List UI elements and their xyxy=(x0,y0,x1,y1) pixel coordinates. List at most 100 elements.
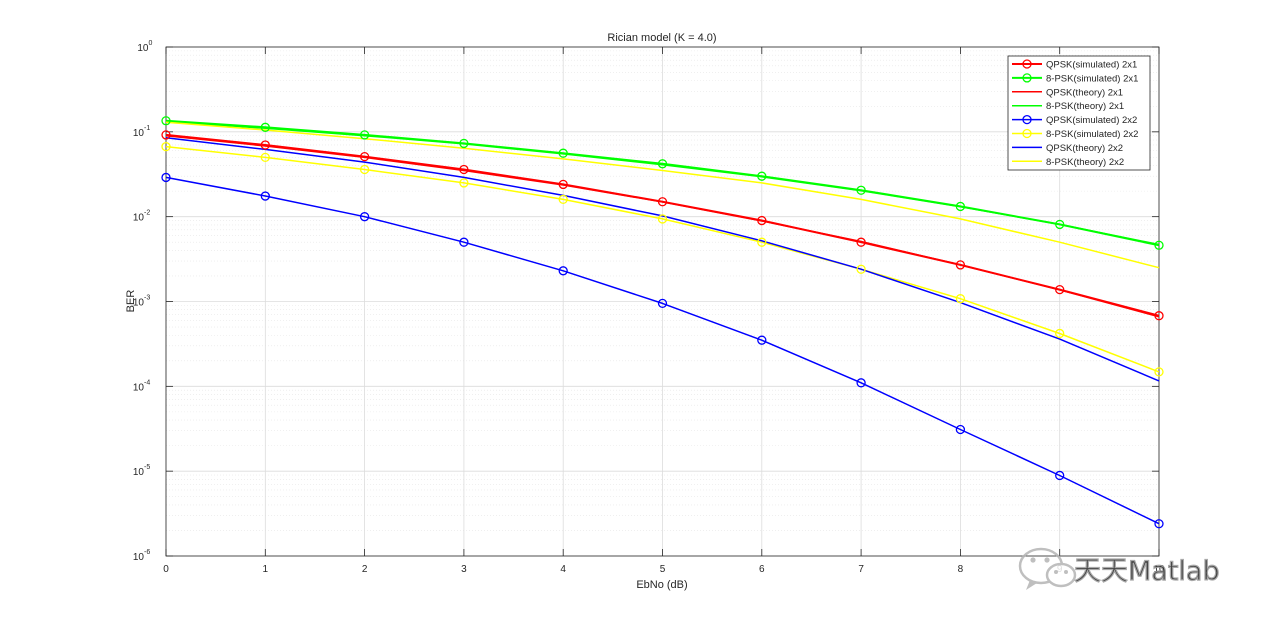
y-tick-label-exponent: -4 xyxy=(144,379,150,386)
series-2-point xyxy=(459,138,469,149)
series-1-point xyxy=(161,130,171,140)
x-tick-label: 3 xyxy=(461,564,467,575)
series-line-5 xyxy=(165,176,1160,525)
x-tick-label: 4 xyxy=(560,564,566,575)
y-tick-label-base: 10 xyxy=(133,382,145,393)
y-tick-label: 10 -5 xyxy=(133,464,150,478)
series-1-point xyxy=(1154,311,1164,321)
legend-label: QPSK(theory) 2x2 xyxy=(1046,143,1123,154)
series-1-point xyxy=(260,140,270,150)
series-6-point xyxy=(161,141,171,152)
y-tick-label: 10 -3 xyxy=(133,295,150,309)
series-6-point xyxy=(359,164,370,175)
y-tick-label-base: 10 xyxy=(137,43,149,54)
legend-marker xyxy=(1022,59,1032,69)
chart-title: Rician model (K = 4.0) xyxy=(607,32,716,44)
series-5-point xyxy=(657,298,668,309)
legend-label: 8-PSK(theory) 2x2 xyxy=(1046,157,1124,168)
y-tick-label-exponent: 0 xyxy=(149,40,153,47)
series-2-point xyxy=(955,201,966,212)
watermark-text: 天天Matlab xyxy=(1074,556,1220,587)
series-5-point xyxy=(558,266,568,276)
x-tick-label: 6 xyxy=(759,564,765,575)
y-tick-label-base: 10 xyxy=(133,213,145,224)
x-axis-label: EbNo (dB) xyxy=(636,579,687,591)
series-1-point xyxy=(1055,284,1065,295)
series-line-7 xyxy=(165,137,1160,382)
series-5-point xyxy=(1055,470,1065,481)
series-6-point xyxy=(856,264,866,274)
y-axis-label: BER xyxy=(125,290,137,313)
series-6-point xyxy=(1055,328,1065,339)
y-tick-label: 10 -6 xyxy=(133,549,150,563)
series-6-point xyxy=(955,294,966,304)
series-5-point xyxy=(161,172,171,183)
series-2-point xyxy=(1154,240,1164,250)
y-tick-label-exponent: -6 xyxy=(144,549,150,556)
legend-label: 8-PSK(theory) 2x1 xyxy=(1046,101,1124,112)
legend-marker xyxy=(1022,128,1032,139)
series-1-point xyxy=(955,260,966,270)
series-1-point xyxy=(657,197,668,207)
series-6-point xyxy=(558,194,568,205)
x-tick-label: 10 xyxy=(1153,564,1165,575)
series-5-point xyxy=(459,237,469,247)
series-5-point xyxy=(757,335,767,345)
series-1-point xyxy=(558,179,568,190)
series-2-point xyxy=(558,148,568,158)
y-tick-label-exponent: -3 xyxy=(144,295,150,302)
y-tick-label: 10 -2 xyxy=(133,210,150,224)
series-line-4 xyxy=(165,120,1160,246)
series-6-point xyxy=(1154,367,1164,377)
series-1-point xyxy=(359,151,370,162)
series-5-point xyxy=(359,212,370,222)
series-6-point xyxy=(459,178,469,188)
series-6-point xyxy=(757,237,767,247)
y-tick-label-base: 10 xyxy=(133,552,145,563)
legend-label: 8-PSK(simulated) 2x2 xyxy=(1046,129,1138,140)
legend-marker xyxy=(1022,114,1032,125)
series-2-point xyxy=(757,171,767,181)
axis-ticks xyxy=(165,46,1160,557)
y-tick-label: 10 -4 xyxy=(133,379,150,393)
series-2-point xyxy=(260,122,270,132)
legend-marker xyxy=(1022,73,1032,83)
series-1-point xyxy=(757,215,767,226)
series-5-point xyxy=(260,191,270,201)
x-tick-label: 1 xyxy=(263,564,269,575)
x-tick-label: 7 xyxy=(858,564,864,575)
legend-label: QPSK(simulated) 2x2 xyxy=(1046,115,1137,126)
series-2-point xyxy=(657,159,668,169)
x-tick-label: 8 xyxy=(958,564,964,575)
series-2-point xyxy=(1055,219,1065,230)
y-tick-label-exponent: -5 xyxy=(144,464,150,471)
y-tick-label: 10 -1 xyxy=(133,125,150,139)
y-tick-label-base: 10 xyxy=(133,298,145,309)
x-tick-label: 0 xyxy=(163,564,169,575)
grid xyxy=(165,46,1160,557)
y-tick-label-base: 10 xyxy=(133,128,145,139)
series-2-point xyxy=(856,185,866,195)
legend-box xyxy=(1007,55,1151,171)
series-line-8 xyxy=(165,121,1160,269)
series-6-point xyxy=(657,214,668,224)
y-tick-label-base: 10 xyxy=(133,467,145,478)
legend: QPSK(simulated) 2x1 8-PSK(simulated) 2x1 Q… xyxy=(1007,55,1151,171)
series-1-point xyxy=(459,164,469,175)
y-tick-label-exponent: -2 xyxy=(144,210,150,217)
series-2-point xyxy=(161,116,171,126)
legend-label: 8-PSK(simulated) 2x1 xyxy=(1046,73,1138,84)
legend-label: QPSK(theory) 2x1 xyxy=(1046,87,1123,98)
series-5-point xyxy=(856,378,866,388)
series-2-point xyxy=(359,130,370,140)
series-1-point xyxy=(856,237,866,247)
series-line-6 xyxy=(165,145,1160,373)
wechat-logo-icon xyxy=(1018,547,1077,590)
y-tick-label-exponent: -1 xyxy=(144,125,150,132)
series-5-point xyxy=(1154,519,1164,529)
y-tick-label: 10 0 xyxy=(137,40,152,54)
series-6-point xyxy=(260,152,270,163)
series-line-3 xyxy=(165,134,1160,318)
